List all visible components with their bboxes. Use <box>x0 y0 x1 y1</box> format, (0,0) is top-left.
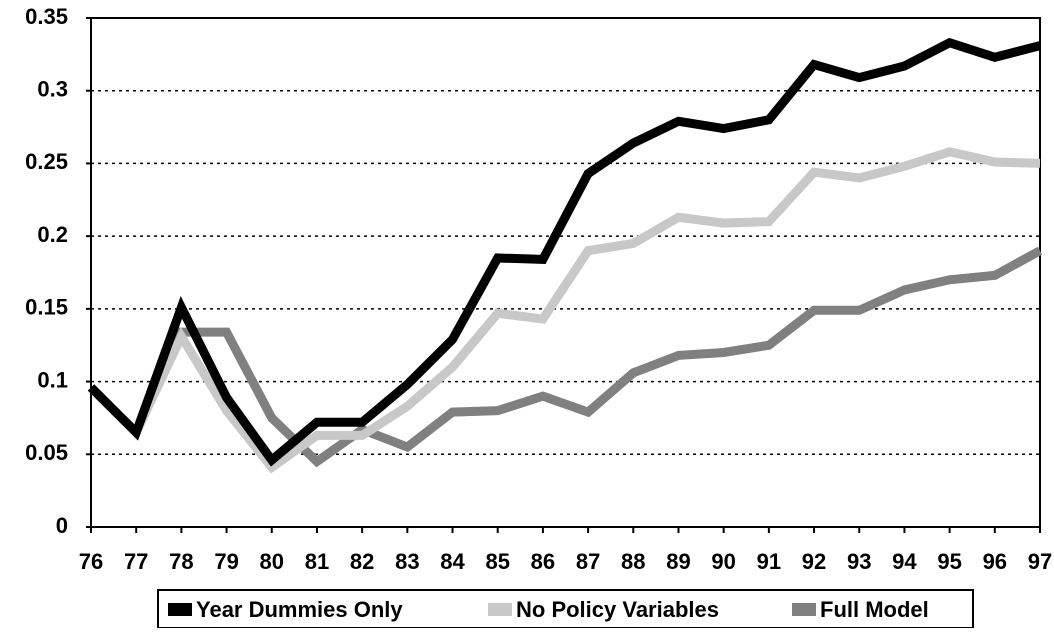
y-tick-label: 0.15 <box>25 295 68 320</box>
x-tick-label: 78 <box>169 549 193 574</box>
y-tick-label: 0.3 <box>37 77 68 102</box>
x-tick-label: 90 <box>711 549 735 574</box>
x-tick-label: 94 <box>892 549 917 574</box>
legend: Year Dummies Only No Policy Variables Full… <box>157 589 974 629</box>
legend-label: Year Dummies Only <box>196 597 403 622</box>
x-tick-label: 81 <box>305 549 329 574</box>
x-tick-label: 84 <box>440 549 465 574</box>
legend-frame <box>157 589 974 629</box>
y-tick-label: 0.2 <box>37 222 68 247</box>
x-tick-label: 95 <box>937 549 961 574</box>
x-tick-label: 91 <box>757 549 781 574</box>
x-tick-label: 87 <box>576 549 600 574</box>
y-tick-label: 0.05 <box>25 440 68 465</box>
line-series <box>87 37 1042 467</box>
x-tick-label: 96 <box>983 549 1007 574</box>
x-tick-label: 89 <box>666 549 690 574</box>
y-tick-label: 0 <box>56 513 68 538</box>
legend-label: No Policy Variables <box>516 597 719 622</box>
y-tick-label: 0.35 <box>25 4 68 29</box>
y-tick-label: 0.25 <box>25 149 68 174</box>
x-tick-label: 77 <box>124 549 148 574</box>
x-tick-label: 86 <box>531 549 555 574</box>
y-tick-label: 0.1 <box>37 367 68 392</box>
x-tick-label: 79 <box>214 549 238 574</box>
legend-label: Full Model <box>820 597 929 622</box>
legend-swatch <box>168 603 192 616</box>
line-series <box>87 147 1041 474</box>
line-series <box>87 246 1043 468</box>
x-tick-label: 97 <box>1028 549 1052 574</box>
legend-swatch <box>488 603 512 616</box>
x-tick-label: 88 <box>621 549 645 574</box>
x-tick-label: 92 <box>802 549 826 574</box>
x-tick-label: 83 <box>395 549 419 574</box>
x-tick-label: 76 <box>79 549 103 574</box>
x-tick-label: 85 <box>485 549 509 574</box>
x-tick-label: 82 <box>350 549 374 574</box>
legend-swatch <box>792 603 816 616</box>
x-tick-label: 80 <box>260 549 284 574</box>
x-tick-label: 93 <box>847 549 871 574</box>
plot-frame <box>90 17 1041 528</box>
